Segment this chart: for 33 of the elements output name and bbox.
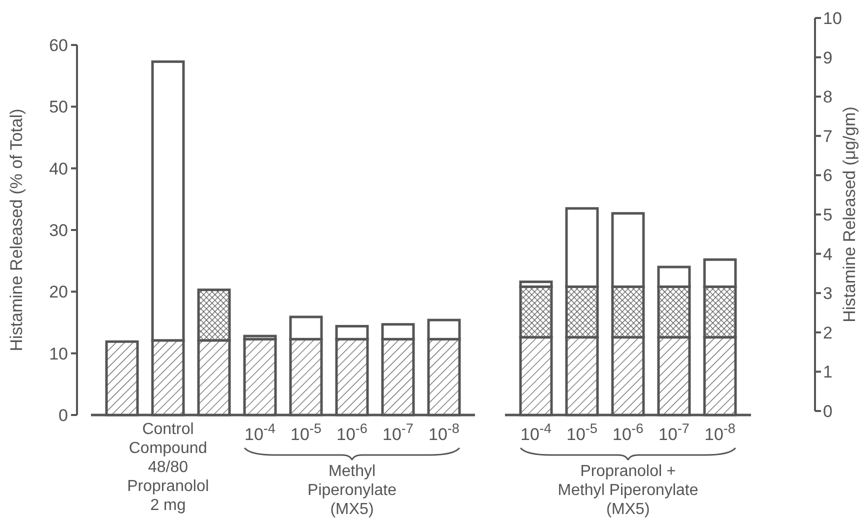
y-tick-label: 60 <box>49 36 68 55</box>
x-tick-label: 10$^{-4}$ <box>520 420 552 444</box>
y2-tick-label: 8 <box>823 88 832 107</box>
y2-tick-label: 1 <box>823 362 832 382</box>
y-tick-label: 40 <box>49 159 68 178</box>
x-tick-label: 10$^{-8}$ <box>704 420 736 444</box>
text: Methyl Piperonylate (MX5) <box>308 463 397 518</box>
y2-tick-label: 0 <box>823 402 832 421</box>
x-tick-label: 10$^{-7}$ <box>382 420 414 444</box>
text: Control Compound 48/80 Propranolol 2 mg <box>127 421 209 514</box>
x-tick-label: 10$^{-5}$ <box>290 420 322 444</box>
y-axis-title: Histamine Released (% of Total) <box>7 108 26 352</box>
y2-tick-label: 10 <box>823 8 842 28</box>
x-tick-label: 10$^{-5}$ <box>566 420 598 444</box>
y-tick-label: 20 <box>49 282 68 302</box>
x-tick-label: 10$^{-4}$ <box>244 420 276 444</box>
y2-tick-label: 3 <box>823 284 832 304</box>
y2-tick-label: 9 <box>823 48 832 68</box>
y-tick-label: 30 <box>49 220 68 240</box>
y-tick-label: 10 <box>49 344 68 364</box>
y2-tick-label: 6 <box>823 166 832 186</box>
y2-tick-label: 2 <box>823 323 832 342</box>
y-tick-label: 0 <box>58 406 68 425</box>
y-tick-label: 50 <box>49 98 68 117</box>
x-tick-label: 10$^{-6}$ <box>336 420 368 444</box>
y2-tick-label: 4 <box>823 244 832 264</box>
text: Propranolol + Methyl Piperonylate (MX5) <box>558 463 698 518</box>
y2-tick-label: 5 <box>823 205 832 224</box>
x-tick-label: 10$^{-7}$ <box>658 420 690 444</box>
y2-tick-label: 7 <box>823 126 832 146</box>
y2-axis-title: Histamine Released (μg/gm) <box>840 106 859 322</box>
x-tick-label: 10$^{-6}$ <box>612 420 644 444</box>
x-tick-label: 10$^{-8}$ <box>428 420 460 444</box>
